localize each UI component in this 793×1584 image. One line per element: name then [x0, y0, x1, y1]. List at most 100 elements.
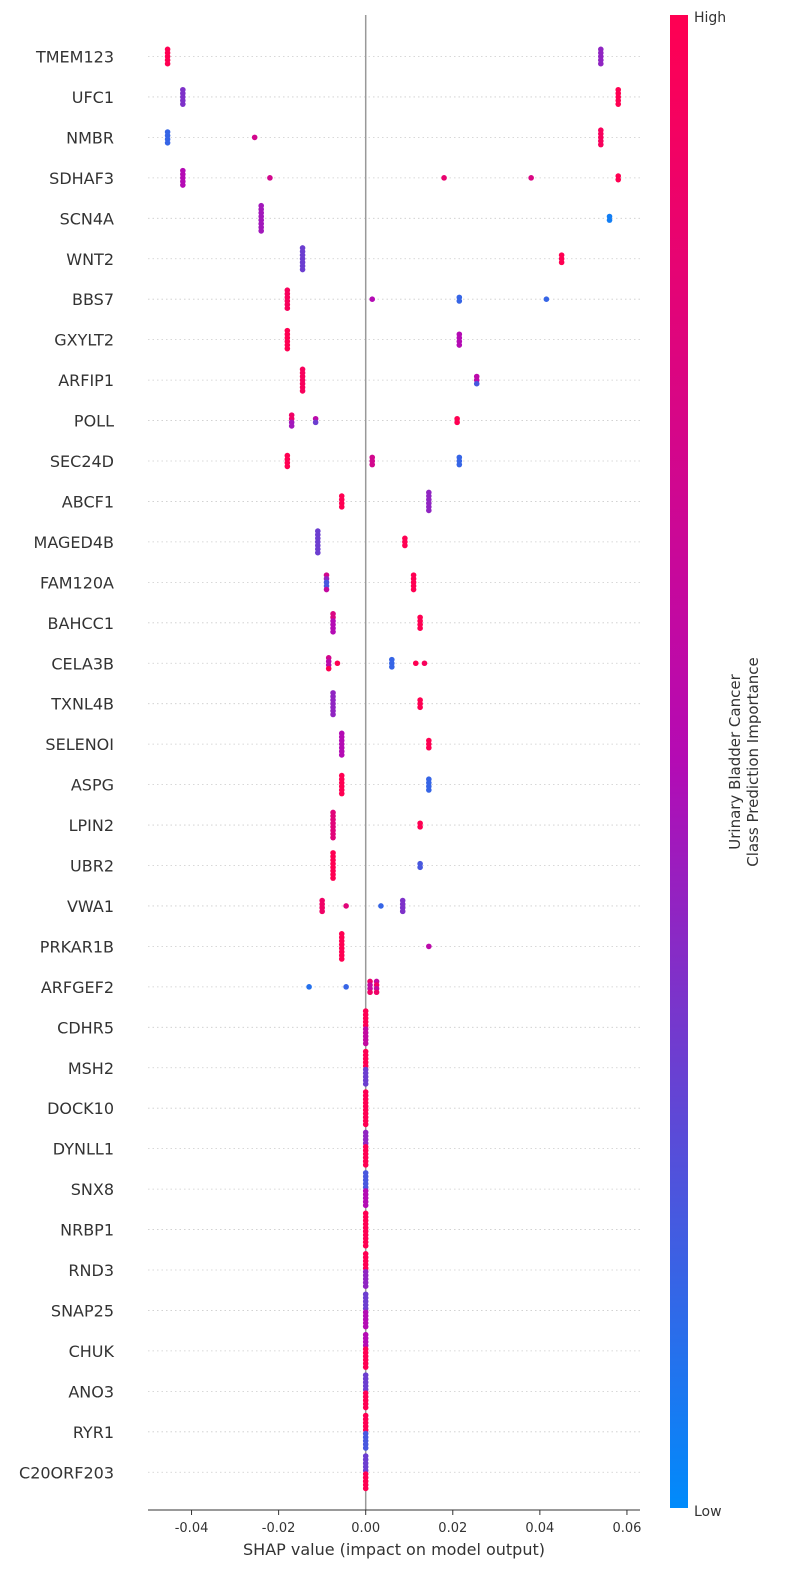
shap-point [299, 388, 306, 394]
feature-label: ABCF1 [62, 492, 114, 511]
shap-point [456, 342, 463, 348]
shap-point [367, 989, 373, 996]
feature-label: BBS7 [72, 290, 114, 309]
shap-point [362, 1242, 369, 1249]
shap-point [417, 704, 423, 711]
shap-point [362, 1202, 369, 1209]
shap-point [284, 463, 291, 470]
feature-label: SNX8 [71, 1180, 114, 1199]
shap-point [315, 549, 321, 556]
feature-label: CHUK [69, 1342, 115, 1361]
x-tick-label: 0.02 [438, 1521, 467, 1536]
colorbar-gradient [670, 15, 688, 1508]
x-tick-label: -0.02 [262, 1521, 296, 1536]
feature-label: ANO3 [68, 1382, 114, 1401]
feature-label: DYNLL1 [53, 1140, 114, 1159]
x-tick-label: 0.04 [525, 1521, 554, 1536]
colorbar-title-line2: Class Prediction Importance [744, 657, 762, 866]
shap-point [399, 908, 406, 915]
shap-point [284, 345, 291, 352]
feature-labels: TMEM123 UFC1 NMBR SDHAF3 SCN4A WNT2 BBS7 GXYLT2… [19, 48, 114, 1483]
feature-label: TXNL4B [50, 695, 114, 714]
feature-label: NRBP1 [60, 1221, 114, 1240]
feature-label: RYR1 [73, 1423, 114, 1442]
shap-point [338, 956, 345, 962]
shap-point [412, 660, 419, 667]
shap-point [598, 60, 604, 67]
shap-point [606, 217, 613, 223]
shap-point [343, 903, 349, 909]
shap-point [615, 101, 622, 107]
shap-point [164, 140, 171, 146]
colorbar-low-label: Low [694, 1504, 722, 1520]
shap-point [338, 752, 345, 758]
points-layer [164, 46, 622, 1492]
feature-label: TMEM123 [35, 48, 114, 67]
shap-point [319, 908, 325, 915]
shap-point [362, 1081, 369, 1087]
feature-label: UFC1 [72, 88, 114, 107]
feature-label: DOCK10 [47, 1099, 114, 1118]
shap-point [362, 1485, 369, 1492]
shap-point [362, 1323, 369, 1330]
shap-point [426, 943, 432, 950]
shap-point [299, 266, 306, 273]
shap-point [417, 864, 423, 871]
shap-point [251, 134, 258, 141]
feature-label: SNAP25 [51, 1301, 114, 1320]
feature-label: SELENOI [45, 735, 114, 754]
feature-label: BAHCC1 [48, 614, 114, 633]
shap-point [343, 984, 349, 990]
shap-point [323, 586, 330, 593]
shap-point [421, 660, 428, 667]
x-tick-label: -0.04 [175, 1521, 209, 1536]
feature-label: MSH2 [68, 1059, 114, 1078]
shap-point [258, 228, 265, 234]
feature-label: SCN4A [60, 209, 114, 228]
shap-point [417, 824, 423, 830]
shap-point [330, 711, 336, 718]
x-tick-label: 0.00 [351, 1521, 380, 1536]
shap-point [330, 834, 336, 841]
shap-point [558, 259, 565, 266]
feature-label: VWA1 [67, 897, 114, 916]
shap-point [378, 903, 384, 909]
colorbar-title: Urinary Bladder Cancer Class Prediction … [726, 657, 762, 866]
shap-point [338, 504, 345, 510]
feature-label: ASPG [71, 776, 114, 795]
shap-point [338, 790, 345, 797]
shap-point [426, 507, 432, 514]
shap-point [369, 296, 376, 303]
shap-point [330, 629, 336, 635]
shap-point [180, 101, 186, 107]
feature-label: UBR2 [70, 857, 114, 876]
shap-point [362, 1364, 369, 1370]
feature-label: NMBR [66, 128, 114, 147]
shap-point [473, 380, 480, 387]
shap-point [426, 744, 432, 751]
shap-point [312, 419, 319, 426]
x-tick-label: 0.06 [612, 1521, 641, 1536]
feature-label: MAGED4B [34, 533, 114, 552]
shap-point [334, 660, 341, 667]
shap-point [362, 1040, 369, 1047]
shap-point [528, 175, 534, 181]
feature-label: C20ORF203 [19, 1463, 114, 1482]
shap-point [402, 542, 408, 549]
feature-label: ARFGEF2 [41, 978, 114, 997]
feature-label: LPIN2 [69, 816, 114, 835]
x-axis-label: SHAP value (impact on model output) [243, 1540, 545, 1559]
feature-label: FAM120A [40, 573, 114, 592]
shap-point [454, 419, 460, 426]
shap-point [543, 296, 550, 303]
shap-point [288, 423, 295, 429]
shap-point [267, 175, 273, 181]
shap-point [325, 665, 332, 672]
shap-point [362, 1283, 369, 1289]
shap-point [615, 176, 622, 183]
shap-point [362, 1445, 369, 1451]
feature-label: CDHR5 [57, 1018, 114, 1037]
shap-point [369, 461, 376, 468]
